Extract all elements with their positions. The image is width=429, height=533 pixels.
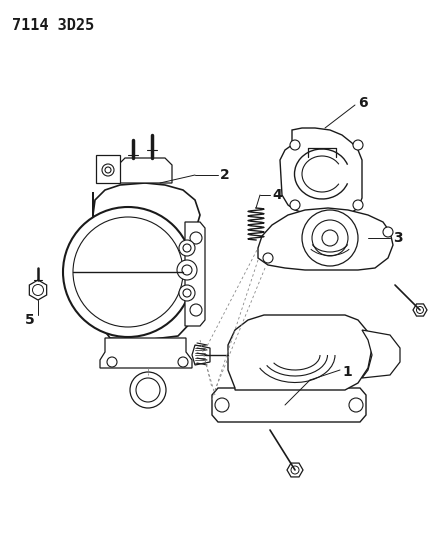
Text: 7114 3D25: 7114 3D25 (12, 18, 94, 33)
Circle shape (353, 140, 363, 150)
Circle shape (63, 207, 193, 337)
Text: 4: 4 (272, 188, 282, 202)
Circle shape (215, 398, 229, 412)
Polygon shape (185, 222, 205, 326)
Circle shape (179, 285, 195, 301)
Polygon shape (280, 128, 362, 218)
Circle shape (102, 164, 114, 176)
Circle shape (179, 240, 195, 256)
Circle shape (263, 253, 273, 263)
Polygon shape (362, 330, 400, 378)
Polygon shape (100, 338, 192, 368)
Circle shape (178, 357, 188, 367)
Circle shape (349, 398, 363, 412)
Polygon shape (29, 280, 47, 300)
Circle shape (302, 210, 358, 266)
Circle shape (105, 167, 111, 173)
Polygon shape (258, 208, 393, 270)
Circle shape (190, 232, 202, 244)
Circle shape (383, 227, 393, 237)
Text: 5: 5 (25, 313, 35, 327)
Polygon shape (192, 345, 210, 365)
Polygon shape (93, 183, 200, 340)
Circle shape (177, 260, 197, 280)
Text: 6: 6 (358, 96, 368, 110)
Polygon shape (96, 155, 120, 183)
Polygon shape (287, 463, 303, 477)
Circle shape (353, 200, 363, 210)
Circle shape (290, 200, 300, 210)
Polygon shape (228, 315, 372, 390)
Text: 1: 1 (342, 365, 352, 379)
Circle shape (130, 372, 166, 408)
Circle shape (190, 304, 202, 316)
Circle shape (107, 357, 117, 367)
Circle shape (312, 220, 348, 256)
Text: 3: 3 (393, 231, 403, 245)
Circle shape (290, 140, 300, 150)
Polygon shape (118, 158, 172, 183)
Polygon shape (413, 304, 427, 316)
Polygon shape (212, 388, 366, 422)
Text: 2: 2 (220, 168, 230, 182)
